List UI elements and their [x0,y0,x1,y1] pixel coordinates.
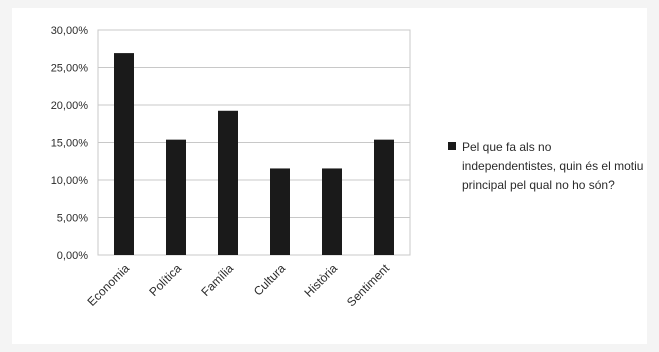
plot-frame [97,29,411,256]
bar-cultura [270,168,290,255]
bar-història [322,168,342,255]
y-tick-label: 25,00% [51,63,89,75]
y-tick-label: 5,00% [57,213,88,225]
legend-label: Pel que fa als no independentistes, quin… [462,140,644,192]
x-tick-label: Història [301,261,340,300]
bar-família [218,110,238,256]
x-tick-label: Economia [84,261,132,309]
x-tick-label: Cultura [251,261,288,298]
x-tick-label: Sentiment [344,261,393,310]
y-tick-label: 20,00% [51,100,89,112]
y-tick-label: 0,00% [57,250,88,262]
x-tick-label: Família [198,261,236,299]
y-tick-label: 15,00% [51,138,89,150]
y-tick-label: 30,00% [51,25,89,37]
y-tick-label: 10,00% [51,175,89,187]
bar-política [166,139,186,255]
bar-economia [114,53,134,255]
legend-swatch [448,142,456,150]
bar-sentiment [374,139,394,255]
legend: Pel que fa als no independentistes, quin… [448,138,648,195]
x-tick-label: Política [146,261,184,299]
